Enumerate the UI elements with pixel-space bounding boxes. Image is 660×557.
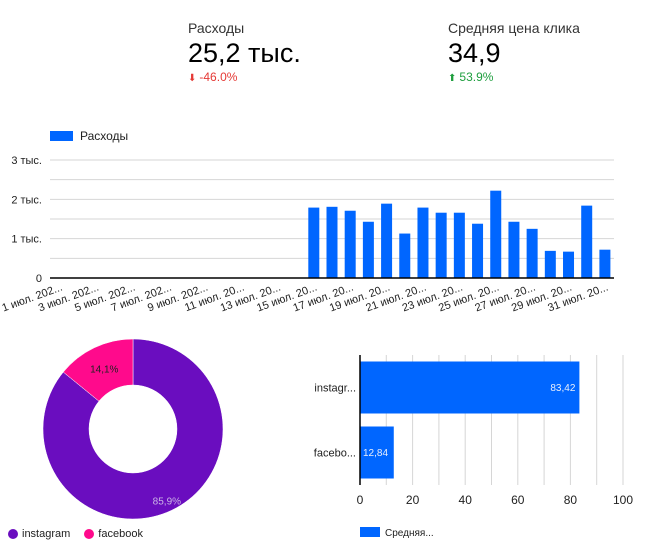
donut-label-facebook: 14,1% xyxy=(90,364,118,375)
kpi-spend-value: 25,2 тыс. xyxy=(188,38,301,68)
kpi-spend-delta: ⬇ -46.0% xyxy=(188,70,301,86)
bar-spend-16[interactable] xyxy=(326,206,338,278)
legend-dot-instagram xyxy=(8,529,18,539)
bar-spend-19[interactable] xyxy=(381,203,393,278)
bar-spend-25[interactable] xyxy=(490,190,502,278)
donut-slice-facebook[interactable] xyxy=(62,338,134,402)
x-tick-label: 20 xyxy=(406,493,420,507)
bar-spend-22[interactable] xyxy=(435,212,447,278)
y-tick-label: 0 xyxy=(36,273,42,285)
hbar-category-label: facebo... xyxy=(314,448,356,460)
x-tick-label: 80 xyxy=(564,493,578,507)
bar-spend-23[interactable] xyxy=(453,212,465,278)
hbar-data-label: 12,84 xyxy=(363,448,388,459)
hbar-data-label: 83,42 xyxy=(550,383,575,394)
bar-spend-28[interactable] xyxy=(544,250,556,278)
legend-label-spend: Расходы xyxy=(80,129,128,143)
legend-item-facebook: facebook xyxy=(84,528,143,540)
legend-label-avg: Средняя... xyxy=(385,528,434,539)
legend-label-instagram: instagram xyxy=(22,528,71,540)
hbar-0[interactable] xyxy=(360,361,580,414)
bar-spend-21[interactable] xyxy=(417,207,429,278)
x-tick-label: 0 xyxy=(357,493,364,507)
legend-dot-facebook xyxy=(84,529,95,539)
bar-spend-27[interactable] xyxy=(526,228,538,278)
donut-slice-instagram[interactable] xyxy=(42,338,224,520)
y-tick-label: 1 тыс. xyxy=(11,234,42,246)
platform-donut-chart: 85,9% 14,1% xyxy=(42,338,224,520)
arrow-down-icon: ⬇ xyxy=(188,73,197,84)
kpi-spend-label: Расходы xyxy=(188,20,245,36)
arrow-up-icon: ⬆ xyxy=(448,73,457,84)
kpi-spend-delta-value: -46.0% xyxy=(199,70,238,84)
bar-spend-20[interactable] xyxy=(399,233,411,278)
x-tick-label: 40 xyxy=(459,493,473,507)
kpi-avg-cpc-delta-value: 53.9% xyxy=(459,70,494,84)
avg-cpc-bar-chart: 83,42 12,84 instagr... facebo... 0 20 40 60 80… xyxy=(314,355,633,539)
bar-spend-15[interactable] xyxy=(308,207,320,278)
kpi-spend: Расходы 25,2 тыс. ⬇ -46.0% xyxy=(188,20,301,86)
hbar-1[interactable] xyxy=(360,426,394,479)
x-tick-label: 100 xyxy=(613,493,633,507)
spend-bar-chart: Расходы 01 тыс.2 тыс.3 тыс. 1 июл. 202..… xyxy=(0,129,614,314)
x-tick-label: 60 xyxy=(511,493,525,507)
bar-spend-18[interactable] xyxy=(362,221,374,278)
bar-spend-29[interactable] xyxy=(563,251,575,278)
y-tick-label: 3 тыс. xyxy=(11,155,42,167)
y-tick-label: 2 тыс. xyxy=(11,194,42,206)
bar-spend-31[interactable] xyxy=(599,249,611,278)
legend-swatch-avg xyxy=(360,527,380,537)
donut-legend: instagram facebook xyxy=(8,528,143,540)
bar-spend-30[interactable] xyxy=(581,205,593,278)
bar-spend-17[interactable] xyxy=(344,210,356,278)
kpi-avg-cpc-label: Средняя цена клика xyxy=(448,20,580,36)
bar-spend-26[interactable] xyxy=(508,221,520,278)
legend-swatch-spend xyxy=(50,131,73,141)
legend-label-facebook: facebook xyxy=(98,528,143,540)
bar-spend-24[interactable] xyxy=(472,223,484,278)
kpi-avg-cpc: Средняя цена клика 34,9 ⬆ 53.9% xyxy=(448,20,580,86)
donut-label-instagram: 85,9% xyxy=(153,496,181,507)
hbar-category-label: instagr... xyxy=(314,383,356,395)
kpi-avg-cpc-delta: ⬆ 53.9% xyxy=(448,70,580,86)
kpi-avg-cpc-value: 34,9 xyxy=(448,38,501,68)
legend-item-instagram: instagram xyxy=(8,528,70,540)
